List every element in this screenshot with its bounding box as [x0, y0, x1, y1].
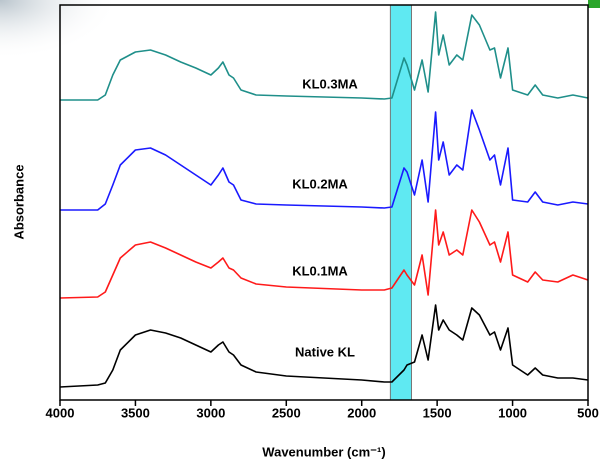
plot-frame	[59, 4, 589, 401]
x-tick-label: 2500	[272, 405, 301, 420]
series-label: KL0.2MA	[292, 176, 348, 191]
spectrum-line	[59, 304, 589, 388]
spectrum-line	[59, 209, 589, 299]
spectrum-line	[60, 11, 589, 101]
x-tick-label: 1500	[423, 405, 452, 420]
corner-marker	[588, 0, 600, 8]
x-tick-label: 2000	[347, 405, 376, 420]
x-axis-label: Wavenumber (cm⁻¹)	[262, 444, 385, 459]
x-tick-label: 4000	[46, 405, 75, 420]
y-axis-label: Absorbance	[11, 164, 26, 239]
series-label: Native KL	[295, 344, 355, 359]
series-label: KL0.1MA	[292, 263, 348, 278]
x-tick-label: 500	[577, 405, 599, 420]
x-tick-label: 3500	[121, 405, 150, 420]
spectrum-line	[60, 109, 589, 211]
x-tick-label: 3000	[196, 405, 225, 420]
x-tick-label: 1000	[498, 405, 527, 420]
series-label: KL0.3MA	[302, 76, 358, 91]
